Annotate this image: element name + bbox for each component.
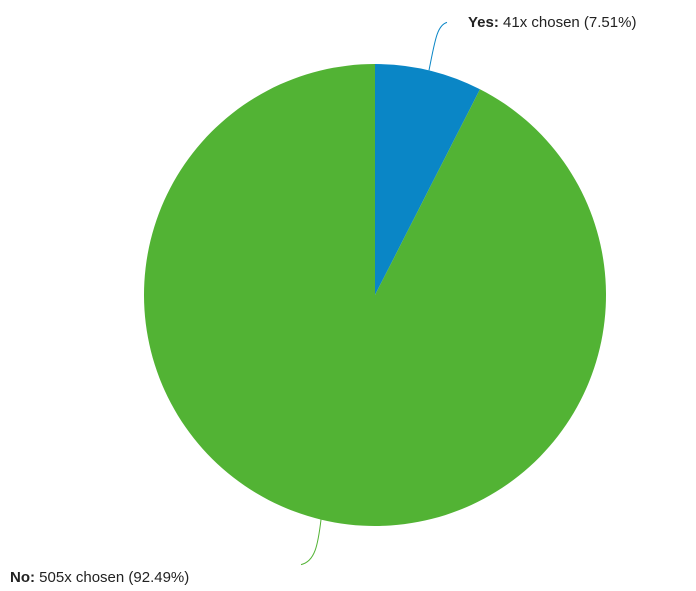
pie-slice-no [143,64,606,526]
leader-lines [300,21,448,566]
leader-line-no [300,519,322,566]
leader-line-yes [428,21,448,71]
slice-label-yes: Yes: 41x chosen (7.51%) [468,14,636,31]
slice-label-no: No: 505x chosen (92.49%) [10,569,189,586]
pie-slices [143,64,606,526]
pie-slice-yes [375,64,480,295]
